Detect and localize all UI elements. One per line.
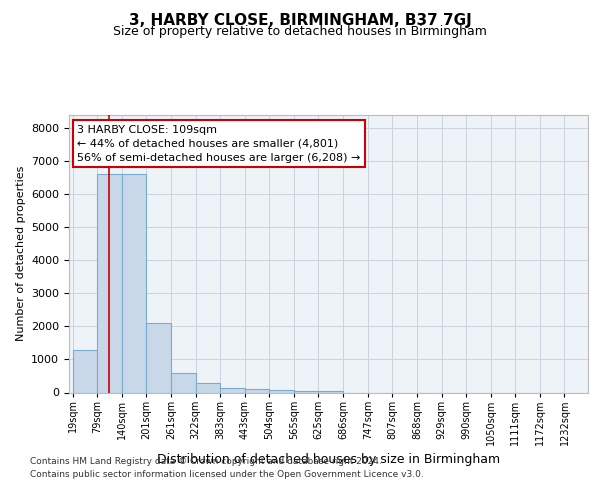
Text: Contains public sector information licensed under the Open Government Licence v3: Contains public sector information licen…	[30, 470, 424, 479]
Text: Contains HM Land Registry data © Crown copyright and database right 2024.: Contains HM Land Registry data © Crown c…	[30, 458, 382, 466]
Bar	[294, 391, 319, 392]
Bar	[122, 174, 146, 392]
Bar	[220, 388, 245, 392]
Text: Size of property relative to detached houses in Birmingham: Size of property relative to detached ho…	[113, 25, 487, 38]
Bar	[73, 350, 97, 393]
Bar	[97, 174, 122, 392]
Bar	[196, 382, 220, 392]
Y-axis label: Number of detached properties: Number of detached properties	[16, 166, 26, 342]
X-axis label: Distribution of detached houses by size in Birmingham: Distribution of detached houses by size …	[157, 454, 500, 466]
Bar	[245, 389, 269, 392]
Bar	[171, 372, 196, 392]
Bar	[319, 391, 343, 392]
Bar	[269, 390, 294, 392]
Bar	[146, 323, 171, 392]
Text: 3 HARBY CLOSE: 109sqm
← 44% of detached houses are smaller (4,801)
56% of semi-d: 3 HARBY CLOSE: 109sqm ← 44% of detached …	[77, 125, 361, 163]
Text: 3, HARBY CLOSE, BIRMINGHAM, B37 7GJ: 3, HARBY CLOSE, BIRMINGHAM, B37 7GJ	[128, 12, 472, 28]
